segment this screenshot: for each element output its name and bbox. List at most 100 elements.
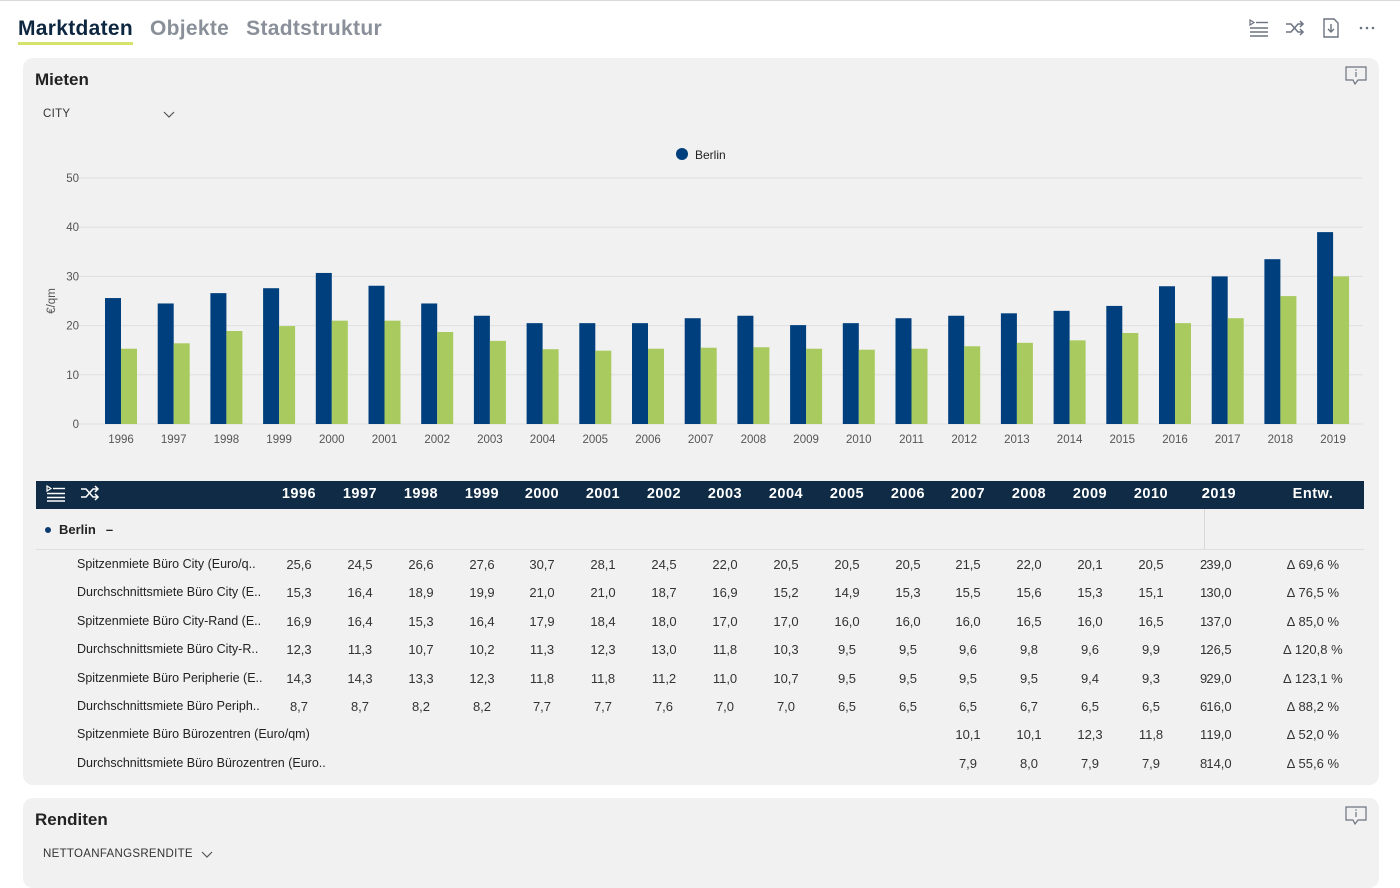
- x-tick-label: 2001: [372, 434, 398, 446]
- bar-series-2: [1175, 323, 1191, 424]
- year-header[interactable]: 2004: [768, 486, 804, 502]
- year-header[interactable]: 2005: [829, 486, 865, 502]
- year-header[interactable]: 2008: [1011, 486, 1047, 502]
- table-row[interactable]: Spitzenmiete Büro Bürozentren (Euro/qm) 1…: [36, 727, 1364, 755]
- list-settings-icon[interactable]: [46, 485, 66, 502]
- year-header[interactable]: 2019: [1201, 486, 1237, 502]
- year-header[interactable]: 2003: [707, 486, 743, 502]
- group-label: Berlin: [59, 522, 96, 537]
- table-cell: 15,3: [895, 585, 921, 601]
- table-cell: 15,3: [286, 585, 312, 601]
- table-row[interactable]: Durchschnittsmiete Büro Periph.. 8,7 8,7 8,…: [36, 699, 1364, 727]
- tab-objekte[interactable]: Objekte: [150, 17, 230, 40]
- table-cell: 7,7: [593, 699, 613, 714]
- table-cell: 7,9: [1080, 755, 1100, 771]
- table-cell: 7,0: [715, 699, 735, 714]
- table-cell: 13,0: [651, 642, 677, 658]
- year-header[interactable]: 2001: [585, 486, 621, 502]
- table-row[interactable]: Durchschnittsmiete Büro City-R.. 12,3 11,3…: [36, 642, 1364, 670]
- table-row[interactable]: Durchschnittsmiete Büro City (E.. 15,3 16,…: [36, 585, 1364, 613]
- table-cell: 16,0: [895, 613, 921, 629]
- table-cell: 9,9: [1141, 642, 1161, 658]
- y-tick-label: 40: [66, 222, 79, 234]
- legend-label: Berlin: [695, 148, 726, 162]
- table-row[interactable]: Durchschnittsmiete Büro Bürozentren (Eur…: [36, 756, 1364, 784]
- table-row[interactable]: Spitzenmiete Büro City-Rand (E.. 16,9 16,4…: [36, 614, 1364, 642]
- table-cell: 16,0: [1206, 699, 1232, 714]
- bar-series-1: [1000, 313, 1017, 424]
- x-tick-label: 2015: [1110, 434, 1136, 446]
- x-tick-label: 2006: [635, 434, 661, 446]
- renditen-category-dropdown[interactable]: NETTOANFANGSRENDITE: [43, 848, 219, 860]
- comment-info-icon[interactable]: [1345, 66, 1367, 86]
- entw-header[interactable]: Entw.: [1292, 486, 1334, 502]
- bar-series-2: [1122, 332, 1139, 424]
- table-cell: 14,3: [286, 670, 312, 686]
- row-label: Spitzenmiete Büro City-Rand (E..: [77, 613, 262, 628]
- export-document-icon[interactable]: [1320, 17, 1342, 39]
- table-row[interactable]: Spitzenmiete Büro City (Euro/q.. 25,6 24,5…: [36, 557, 1364, 585]
- year-header[interactable]: 2006: [890, 486, 926, 502]
- table-cell: 12,3: [590, 642, 616, 658]
- x-tick-label: 2019: [1320, 434, 1346, 446]
- table-cell: 28,1: [590, 557, 616, 572]
- table-cell: 8,7: [350, 699, 370, 714]
- year-header[interactable]: 2: [1201, 486, 1211, 502]
- bar-series-1: [632, 323, 648, 424]
- x-tick-label: 2010: [846, 434, 872, 446]
- bar-series-2: [1333, 276, 1350, 424]
- shuffle-icon[interactable]: [80, 485, 100, 501]
- list-settings-icon[interactable]: [1248, 17, 1270, 39]
- bar-series-1: [684, 318, 701, 424]
- table-cell: 25,6: [286, 557, 312, 572]
- table-cell: 8,7: [289, 699, 309, 714]
- row-label: Spitzenmiete Büro Peripherie (E..: [77, 670, 263, 685]
- bar-series-2: [437, 331, 454, 424]
- table-cell: 37,0: [1206, 613, 1232, 629]
- year-header[interactable]: 2009: [1072, 486, 1108, 502]
- entw-cell: ∆ 120,8 %: [1283, 642, 1343, 658]
- bar-series-1: [790, 325, 807, 424]
- table-cell: 18,7: [651, 585, 677, 601]
- x-tick-label: 2013: [1004, 434, 1030, 446]
- tab-marktdaten[interactable]: Marktdaten: [18, 17, 134, 45]
- year-header[interactable]: 2002: [646, 486, 682, 502]
- entw-cell: ∆ 85,0 %: [1286, 613, 1340, 629]
- dropdown-value: CITY: [43, 108, 71, 120]
- year-header[interactable]: 1997: [342, 486, 378, 502]
- table-cell: 22,0: [712, 557, 738, 572]
- more-options-icon[interactable]: [1356, 17, 1378, 39]
- tab-stadtstruktur[interactable]: Stadtstruktur: [246, 17, 382, 40]
- row-label: Spitzenmiete Büro City (Euro/q..: [77, 557, 256, 571]
- bar-series-1: [421, 303, 438, 424]
- year-header[interactable]: 1996: [281, 486, 317, 502]
- table-cell: 11,8: [712, 642, 738, 658]
- year-header[interactable]: 2007: [950, 486, 986, 502]
- table-cell: 9,6: [1080, 642, 1100, 658]
- bar-series-1: [1053, 310, 1070, 424]
- year-header[interactable]: 2000: [524, 486, 560, 502]
- table-cell: 11,3: [529, 642, 555, 658]
- table-row[interactable]: Spitzenmiete Büro Peripherie (E.. 14,3 14,…: [36, 671, 1364, 699]
- year-header[interactable]: 1998: [403, 486, 439, 502]
- year-header[interactable]: 1999: [464, 486, 500, 502]
- table-cell: 8,2: [472, 699, 492, 714]
- renditen-title: Renditen: [35, 810, 108, 829]
- year-header[interactable]: 2010: [1133, 486, 1169, 502]
- shuffle-icon[interactable]: [1284, 17, 1306, 39]
- comment-info-icon[interactable]: [1345, 806, 1367, 826]
- x-tick-label: 2009: [793, 434, 819, 446]
- table-cell: 18,0: [651, 613, 677, 629]
- bar-series-2: [700, 347, 717, 424]
- table-cell: 6,5: [898, 699, 918, 714]
- bar-series-2: [911, 348, 928, 424]
- x-tick-label: 2018: [1268, 434, 1294, 446]
- row-label: Durchschnittsmiete Büro City (E..: [77, 585, 262, 600]
- collapse-toggle[interactable]: –: [105, 522, 114, 537]
- bar-series-1: [895, 318, 912, 424]
- x-tick-label: 2016: [1162, 434, 1188, 446]
- entw-cell: ∆ 52,0 %: [1286, 727, 1340, 743]
- table-cell: 6,7: [1019, 699, 1039, 714]
- mieten-category-dropdown[interactable]: CITY: [43, 108, 176, 120]
- entw-cell: ∆ 55,6 %: [1286, 755, 1340, 771]
